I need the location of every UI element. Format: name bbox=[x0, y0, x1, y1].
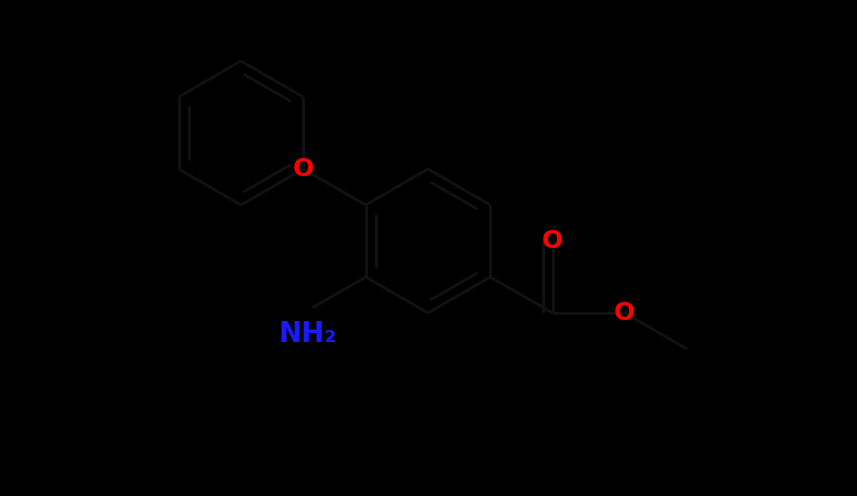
Text: O: O bbox=[542, 229, 563, 253]
Text: O: O bbox=[614, 301, 635, 325]
Text: O: O bbox=[293, 157, 314, 181]
Text: NH₂: NH₂ bbox=[279, 319, 337, 348]
